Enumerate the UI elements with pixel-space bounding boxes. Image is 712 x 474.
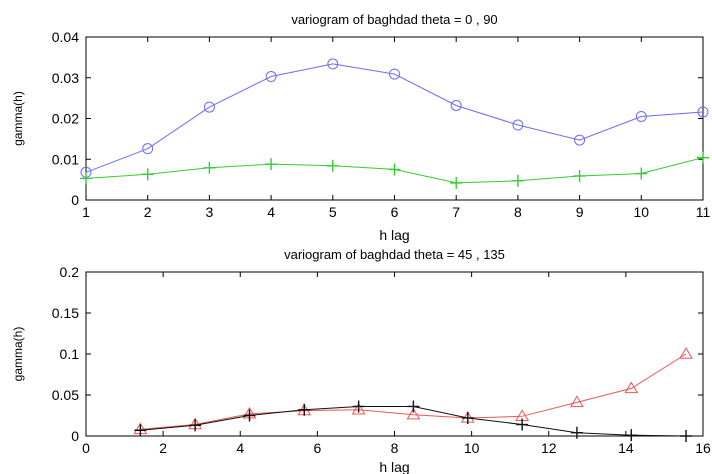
y-tick-label: 0.2 xyxy=(60,264,80,280)
data-point-plus xyxy=(680,430,693,442)
plot-2: variogram of baghdad theta = 45 , 135 h l… xyxy=(11,247,711,474)
x-tick-label: 14 xyxy=(618,440,634,456)
data-point-circle xyxy=(450,99,462,111)
x-tick-label: 6 xyxy=(391,204,399,220)
data-point-triangle xyxy=(351,402,366,415)
x-tick-label: 4 xyxy=(236,440,244,456)
data-point-plus xyxy=(189,419,202,432)
x-tick-label: 3 xyxy=(206,204,214,220)
y-tick-label: 0.01 xyxy=(52,151,79,167)
y-tick-label: 0 xyxy=(71,192,79,208)
data-point-plus xyxy=(388,163,401,176)
x-tick-label: 7 xyxy=(452,204,460,220)
plot-frame xyxy=(85,271,704,437)
x-axis-label: h lag xyxy=(379,227,409,243)
data-point-plus xyxy=(625,429,638,442)
y-axis-label: gamma(h) xyxy=(11,91,25,146)
data-point-plus xyxy=(516,418,529,431)
data-point-plus xyxy=(450,176,463,189)
data-point-plus xyxy=(573,169,586,182)
data-point-plus xyxy=(635,167,648,180)
data-point-triangle xyxy=(570,395,584,408)
data-point-triangle xyxy=(406,407,421,420)
x-tick-label: 9 xyxy=(576,204,584,220)
data-point-plus xyxy=(461,411,474,424)
x-tick-label: 2 xyxy=(144,204,152,220)
chart-title: variogram of baghdad theta = 45 , 135 xyxy=(284,247,505,262)
y-tick-label: 0.03 xyxy=(52,70,79,86)
data-point-plus xyxy=(570,426,583,439)
data-point-circle xyxy=(697,106,709,118)
data-point-circle xyxy=(635,110,647,122)
data-point-plus xyxy=(141,168,154,181)
x-axis-label: h lag xyxy=(379,459,409,474)
x-tick-label: 8 xyxy=(514,204,522,220)
y-tick-label: 0.04 xyxy=(52,29,79,45)
x-tick-label: 2 xyxy=(159,440,167,456)
x-tick-label: 8 xyxy=(391,440,399,456)
y-tick-label: 0.15 xyxy=(52,305,79,321)
data-point-plus xyxy=(407,400,420,413)
data-point-circle xyxy=(574,134,586,146)
y-tick-label: 0 xyxy=(71,428,79,444)
data-point-triangle xyxy=(679,347,693,359)
data-point-plus xyxy=(326,159,339,172)
x-tick-label: 16 xyxy=(695,440,711,456)
x-tick-label: 10 xyxy=(464,440,480,456)
chart-title: variogram of baghdad theta = 0 , 90 xyxy=(291,12,497,27)
data-point-triangle xyxy=(624,381,639,394)
data-point-plus xyxy=(697,151,709,164)
data-point-plus xyxy=(511,174,524,187)
x-tick-label: 11 xyxy=(696,204,711,220)
data-point-plus xyxy=(203,161,216,174)
data-point-plus xyxy=(80,172,92,185)
data-point-circle xyxy=(327,58,339,70)
data-point-circle xyxy=(389,68,400,80)
y-tick-label: 0.1 xyxy=(60,346,80,362)
x-tick-label: 5 xyxy=(329,204,337,220)
x-tick-label: 12 xyxy=(541,440,557,456)
data-point-plus xyxy=(352,400,365,413)
y-axis-label: gamma(h) xyxy=(11,327,25,382)
data-point-plus xyxy=(243,409,256,422)
y-tick-label: 0.05 xyxy=(52,387,79,403)
data-point-plus xyxy=(134,424,147,437)
x-tick-label: 6 xyxy=(313,440,321,456)
data-point-plus xyxy=(298,403,311,416)
data-point-plus xyxy=(265,158,278,171)
x-tick-label: 4 xyxy=(267,204,275,220)
series-2 xyxy=(134,400,693,442)
y-tick-label: 0.02 xyxy=(52,111,79,127)
series-line xyxy=(85,63,704,173)
x-tick-label: 10 xyxy=(634,204,650,220)
plot-1: variogram of baghdad theta = 0 , 90 h lag… xyxy=(11,12,710,243)
data-point-circle xyxy=(265,71,277,83)
data-point-circle xyxy=(142,143,154,155)
data-point-circle xyxy=(512,119,524,131)
x-tick-label: 1 xyxy=(82,204,90,220)
series-1 xyxy=(133,347,693,435)
series-1 xyxy=(80,58,709,178)
x-tick-label: 0 xyxy=(82,440,90,456)
series-line xyxy=(140,353,687,430)
plot-frame xyxy=(85,36,704,201)
series-2 xyxy=(80,151,709,189)
data-point-circle xyxy=(203,101,215,113)
